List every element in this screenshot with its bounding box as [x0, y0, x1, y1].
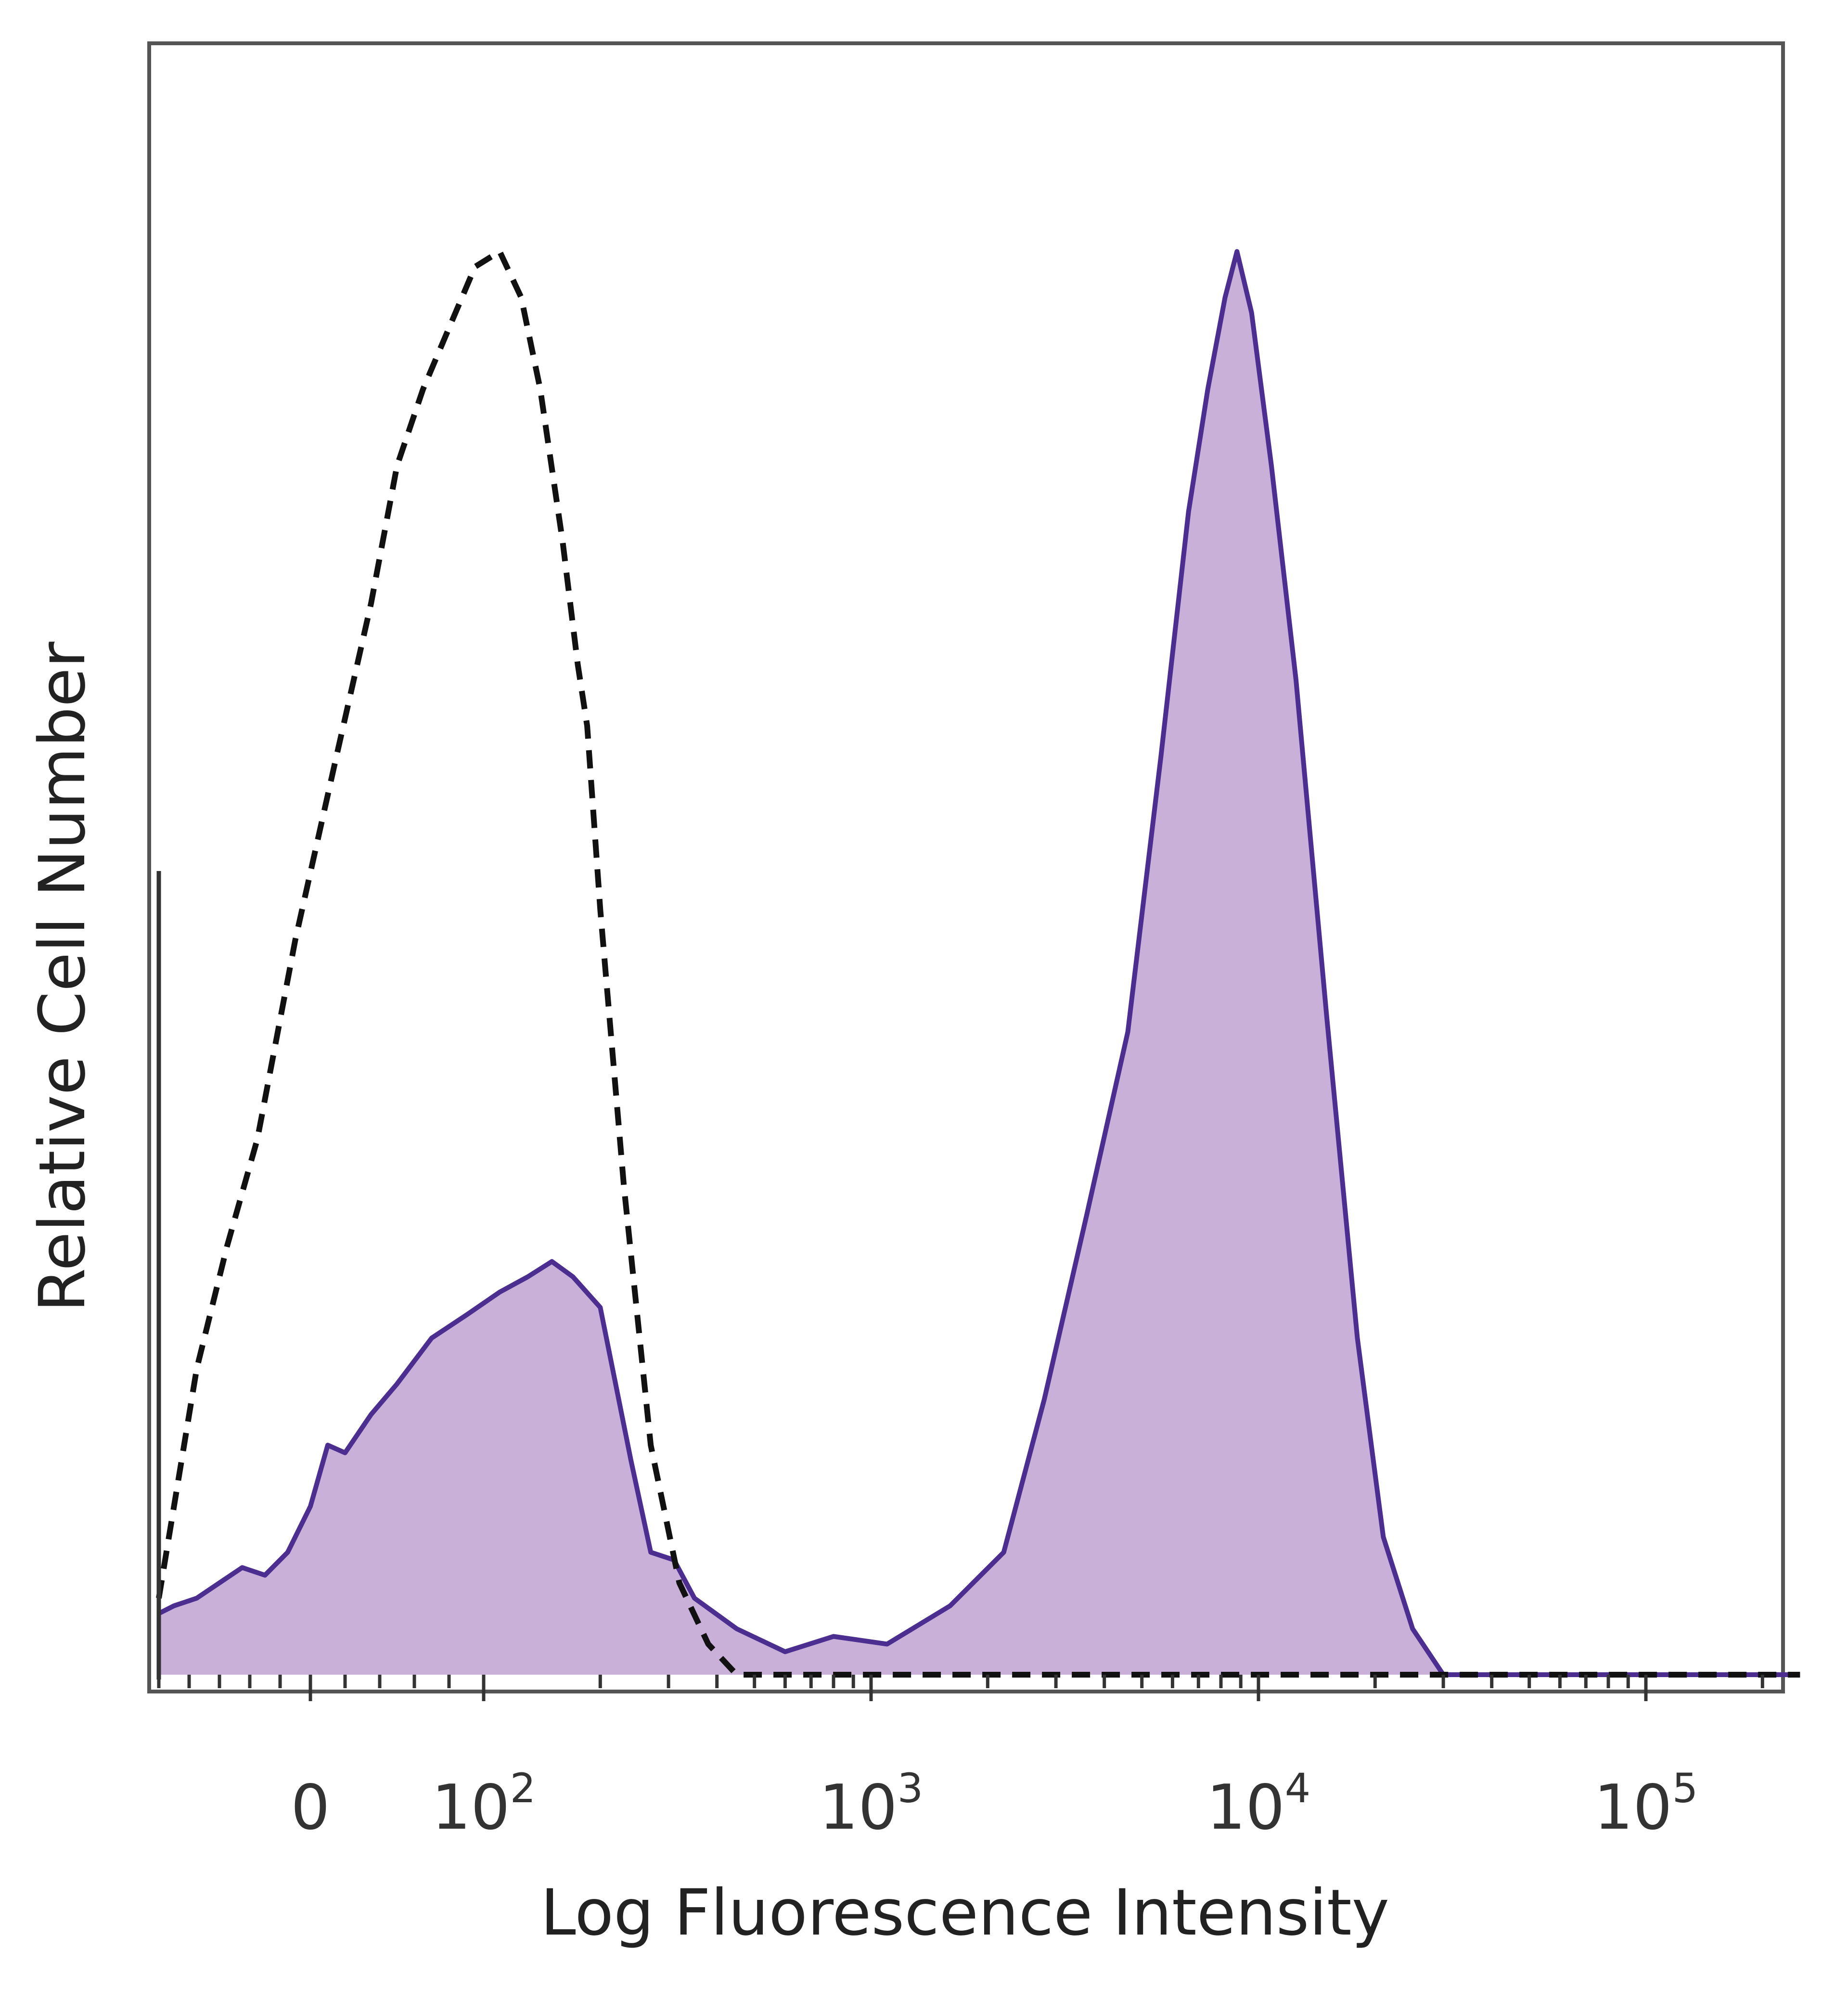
x-tick-label: 104	[1206, 1765, 1310, 1844]
x-axis-title: Log Fluorescence Intensity	[540, 1876, 1389, 1950]
x-tick-label: 0	[291, 1772, 330, 1844]
series-0-dashed-line	[156, 248, 1800, 1678]
series-1-line	[157, 249, 1800, 1677]
tick-layer: 0 102 103 104 105	[157, 1675, 1764, 1844]
series-layer	[156, 248, 1800, 1678]
x-tick-label: 103	[819, 1765, 923, 1844]
series-1-area	[159, 251, 1800, 1675]
x-tick-label: 105	[1594, 1765, 1698, 1844]
y-axis-title: Relative Cell Number	[26, 641, 100, 1312]
x-tick-label: 102	[432, 1765, 536, 1844]
